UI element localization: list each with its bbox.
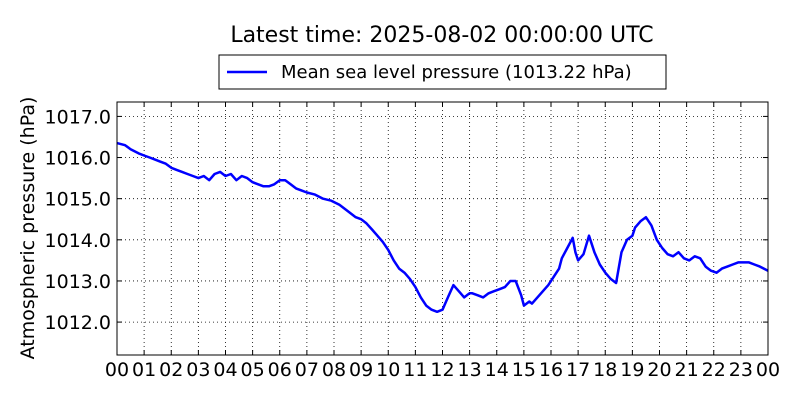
y-tick-label: 1016.0 — [45, 148, 111, 170]
x-tick-label: 23 — [729, 359, 753, 381]
x-tick-label: 16 — [539, 359, 563, 381]
x-tick-label: 21 — [675, 359, 699, 381]
x-tick-label: 01 — [132, 359, 156, 381]
x-tick-label: 04 — [213, 359, 237, 381]
series-layer — [116, 141, 769, 314]
plot-frame — [116, 101, 769, 356]
y-axis-label: Atmospheric pressure (hPa) — [17, 97, 39, 360]
x-tick-label: 05 — [241, 359, 265, 381]
x-tick-label: 02 — [159, 359, 183, 381]
x-tick-label: 00 — [756, 359, 780, 381]
legend: Mean sea level pressure (1013.22 hPa) — [218, 54, 667, 90]
x-tick-label: 19 — [620, 359, 644, 381]
x-tick-label: 18 — [593, 359, 617, 381]
legend-label: Mean sea level pressure (1013.22 hPa) — [281, 62, 632, 83]
x-tick-label: 20 — [647, 359, 671, 381]
x-tick-label: 13 — [458, 359, 482, 381]
legend-box — [218, 54, 667, 90]
x-tick-label: 22 — [702, 359, 726, 381]
x-tick-label: 10 — [376, 359, 400, 381]
grid — [117, 102, 768, 355]
y-tick-label: 1014.0 — [45, 230, 111, 252]
y-tick-label: 1013.0 — [45, 271, 111, 293]
x-tick-label: 09 — [349, 359, 373, 381]
y-tick-label: 1017.0 — [45, 106, 111, 128]
series-line-mean-sea-level-pressure — [116, 141, 769, 314]
x-tick-label: 08 — [322, 359, 346, 381]
x-tick-label: 00 — [105, 359, 129, 381]
x-tick-label: 06 — [268, 359, 292, 381]
x-tick-label: 14 — [485, 359, 509, 381]
x-tick-label: 12 — [430, 359, 454, 381]
x-tick-label: 17 — [566, 359, 590, 381]
x-tick-label: 11 — [403, 359, 427, 381]
y-tick-label: 1012.0 — [45, 312, 111, 334]
x-tick-label: 03 — [186, 359, 210, 381]
chart-title: Latest time: 2025-08-02 00:00:00 UTC — [230, 23, 653, 48]
ticks: 00 01 02 03 04 05 06 07 08 09 10 11 12 13 14 15 16 17 18 19… — [45, 102, 780, 381]
y-tick-label: 1015.0 — [45, 189, 111, 211]
x-tick-label: 07 — [295, 359, 319, 381]
x-tick-label: 15 — [512, 359, 536, 381]
